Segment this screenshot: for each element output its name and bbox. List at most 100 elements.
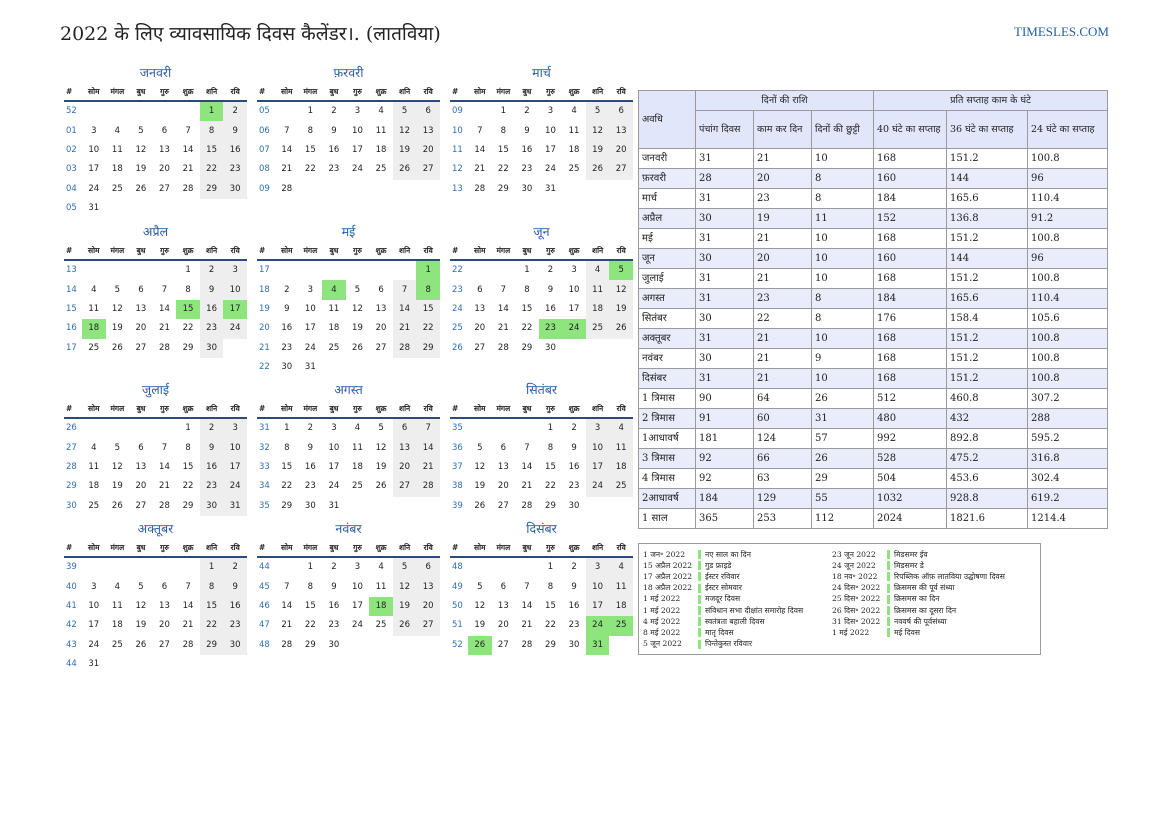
period-label: सितंबर [638, 308, 696, 329]
holiday-date: 17 अप्रैल 2022 [643, 571, 693, 581]
summary-value: 168 [873, 228, 947, 249]
summary-value: 20 [753, 168, 812, 189]
weekday-header: बुध [322, 83, 346, 102]
month-calendar: मई # सोम मंगल बुध गुरु शुक्र शनि रवि 17 1 18 2 3 4 5 6 7 8… [257, 222, 440, 377]
day-cell: 15 [182, 461, 194, 472]
day-cell: 13 [416, 577, 440, 597]
holiday-name: स्वतंत्रता बहाली दिवस [705, 616, 765, 626]
day-cell [106, 260, 130, 280]
summary-value: 10 [811, 248, 874, 269]
day-cell [416, 180, 440, 199]
week-number: 01 [66, 125, 77, 136]
month-name: फ़रवरी [333, 65, 364, 80]
weekday-header: गुरु [152, 400, 177, 419]
summary-value: 480 [873, 408, 947, 429]
weekday-header: रवि [609, 83, 633, 102]
day-cell: 14 [474, 144, 486, 155]
day-cell: 2 [571, 562, 577, 573]
weekday-header: रवि [223, 400, 247, 419]
day-cell: 28 [521, 500, 533, 511]
day-cell: 2 [223, 101, 247, 122]
summary-value: 31 [695, 148, 754, 169]
day-cell: 4 [585, 260, 610, 281]
day-cell: 19 [609, 299, 633, 320]
weekday-header: शनि [392, 539, 417, 558]
week-number: 39 [66, 562, 77, 573]
month-calendar: अक्तूबर # सोम मंगल बुध गुरु शुक्र शनि रवि 39 1 2 40 3… [64, 519, 247, 674]
day-cell: 8 [547, 581, 554, 592]
day-cell: 20 [159, 620, 170, 631]
day-cell: 23 [328, 620, 340, 631]
week-row: 24 13 14 15 16 17 18 19 [450, 299, 633, 320]
week-number: 23 [452, 284, 463, 295]
day-cell: 24 [328, 481, 340, 492]
day-cell: 1 [185, 265, 191, 276]
day-cell: 7 [477, 125, 483, 136]
weekday-header: शुक्र [176, 242, 200, 261]
holiday-item: 25 दिस॰ 2022 क्रिसमस का दिन [832, 594, 1005, 605]
holiday-item: 17 अप्रैल 2022 ईस्टर रविवार [643, 571, 803, 582]
month-calendar: जनवरी # सोम मंगल बुध गुरु शुक्र शनि रवि 52 1 2 01 3 4 5… [64, 63, 247, 218]
holiday-name: मातृ दिवस [705, 627, 734, 637]
summary-value: 66 [753, 448, 812, 469]
brand-link[interactable]: TIMESLES.COM [1014, 24, 1109, 39]
day-cell [369, 260, 393, 280]
weekday-header: गुरु [345, 400, 370, 419]
day-cell: 18 [585, 299, 610, 320]
period-label: मार्च [638, 188, 696, 209]
weekday-header: रवि [223, 83, 247, 102]
day-cell: 23 [538, 319, 563, 339]
week-number: 35 [259, 500, 270, 511]
day-cell: 31 [328, 500, 340, 511]
week-number: 18 [259, 284, 270, 295]
summary-value: 57 [811, 428, 874, 449]
day-cell: 24 [352, 620, 363, 631]
day-cell: 28 [474, 183, 486, 194]
day-cell [322, 260, 346, 280]
day-cell: 26 [474, 500, 486, 511]
day-cell: 2 [199, 260, 224, 281]
day-cell: 14 [159, 303, 170, 314]
summary-table: अवधि दिनों की राशि प्रति सप्ताह काम के घ… [638, 90, 1108, 529]
week-row: 52 26 27 28 29 30 31 [450, 635, 633, 655]
day-cell: 9 [524, 125, 530, 136]
week-row: 48 28 29 30 [257, 636, 440, 655]
week-row: 40 3 4 5 6 7 8 9 [64, 577, 247, 597]
day-cell: 11 [375, 125, 387, 136]
day-cell: 23 [223, 160, 247, 180]
day-cell: 18 [328, 323, 340, 334]
day-cell: 10 [352, 125, 363, 136]
week-row: 27 4 5 6 7 8 9 10 [64, 438, 247, 458]
day-cell: 15 [545, 461, 556, 472]
holiday-date: 1 मई 2022 [643, 605, 681, 615]
week-row: 31 1 2 3 4 5 6 7 [257, 418, 440, 439]
day-cell: 12 [392, 121, 417, 141]
day-cell: 8 [284, 442, 290, 453]
summary-value: 316.8 [1027, 448, 1108, 469]
page-title: 2022 के लिए व्यावसायिक दिवस कैलेंडर।. (ल… [60, 23, 441, 45]
summary-value: 30 [695, 308, 754, 329]
weekday-header: सोम [275, 400, 299, 419]
day-cell: 7 [185, 581, 191, 592]
day-cell: 22 [199, 616, 224, 636]
week-row: 43 24 25 26 27 28 29 30 [64, 635, 247, 655]
summary-value: 60 [753, 408, 812, 429]
day-cell: 6 [378, 284, 384, 295]
week-row: 02 10 11 12 13 14 15 16 [64, 140, 247, 161]
week-number: 06 [259, 125, 270, 136]
summary-row: 1 साल 365 253 112 2024 1821.6 1214.4 [638, 508, 1108, 529]
day-cell: 10 [352, 581, 363, 592]
summary-value: 151.2 [946, 348, 1028, 369]
day-cell: 9 [331, 125, 337, 136]
day-cell [82, 260, 106, 280]
summary-row: दिसंबर 31 21 10 168 151.2 100.8 [638, 368, 1108, 389]
day-cell: 23 [521, 164, 533, 175]
weekday-header: मंगल [298, 242, 323, 261]
weekday-header: सोम [468, 83, 492, 102]
day-cell: 3 [571, 265, 577, 276]
summary-value: 31 [695, 188, 754, 209]
day-cell: 19 [474, 620, 486, 631]
week-row: 52 1 2 [64, 101, 247, 122]
day-cell: 30 [545, 342, 556, 353]
day-cell: 30 [304, 500, 316, 511]
